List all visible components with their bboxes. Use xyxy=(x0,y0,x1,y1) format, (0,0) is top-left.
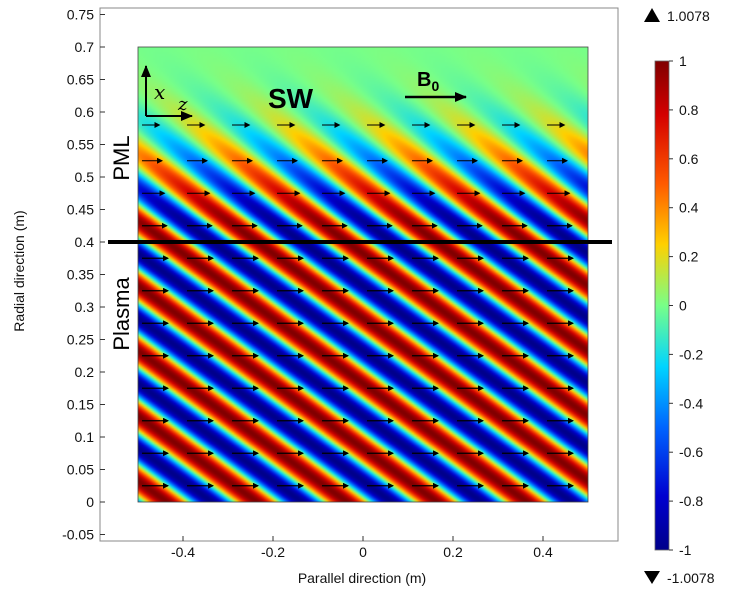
colorbar-tick-label: 0.8 xyxy=(679,102,699,118)
x-tick-label: -0.2 xyxy=(261,544,285,560)
y-tick-label: 0.7 xyxy=(75,39,95,55)
domain-border xyxy=(137,46,589,503)
region-label-plasma: Plasma xyxy=(109,277,134,351)
colorbar-min-label: -1.0078 xyxy=(667,570,715,586)
y-tick-label: 0.55 xyxy=(67,137,94,153)
x-tick-label: 0.2 xyxy=(443,544,463,560)
x-tick-label: -0.4 xyxy=(171,544,195,560)
triangle-down-icon xyxy=(644,571,660,584)
y-tick-label: -0.05 xyxy=(62,527,94,543)
colorbar-ticks: 1 0.8 0.6 0.4 0.2 0 -0.2 -0.4 -0.6 -0.8 -1 xyxy=(669,53,703,558)
axis-x-symbol: x xyxy=(154,80,165,104)
y-tick-label: 0.45 xyxy=(67,202,94,218)
colorbar: 10.80.60.40.20-0.2-0.4-0.6-0.8-1 1.0078 … xyxy=(644,8,715,586)
colorbar-tick-label: 0.6 xyxy=(679,151,699,167)
y-tick-label: 0.65 xyxy=(67,72,94,88)
y-tick-label: 0.6 xyxy=(75,104,95,120)
x-tick-label: 0 xyxy=(359,544,367,560)
y-axis-label: Radial direction (m) xyxy=(11,210,27,331)
wave-label: SW xyxy=(268,83,314,114)
colorbar-max-marker: 1.0078 xyxy=(644,8,710,24)
colorbar-tick-label: 0 xyxy=(679,298,687,314)
y-tick-label: 0.15 xyxy=(67,397,94,413)
y-tick-label: 0.25 xyxy=(67,332,94,348)
y-tick-label: 0.4 xyxy=(75,234,95,250)
y-tick-label: 0.5 xyxy=(75,169,95,185)
wave-field-heatmap xyxy=(138,47,588,502)
region-label-pml: PML xyxy=(109,135,134,180)
x-axis-ticks: -0.4 -0.2 0 0.2 0.4 xyxy=(171,536,553,560)
y-tick-label: 0.1 xyxy=(75,429,95,445)
colorbar-tick-label: 0.2 xyxy=(679,249,699,265)
triangle-up-icon xyxy=(644,8,660,22)
field-subscript: 0 xyxy=(431,78,439,94)
y-tick-label: 0.35 xyxy=(67,267,94,283)
x-tick-label: 0.4 xyxy=(533,544,553,560)
y-tick-label: 0.2 xyxy=(75,364,95,380)
colorbar-tick-label: 0.4 xyxy=(679,200,699,216)
colorbar-tick-label: -0.8 xyxy=(679,493,703,509)
y-tick-label: 0.3 xyxy=(75,299,95,315)
y-tick-label: 0.05 xyxy=(67,462,94,478)
colorbar-tick-label: -0.4 xyxy=(679,395,703,411)
y-tick-label: 0.75 xyxy=(67,7,94,23)
coordinate-axes-icon: x z xyxy=(141,65,193,121)
y-axis-ticks: -0.05 0 0.05 0.1 0.15 0.2 0.25 0.3 0.35 0.4 0.45 0.… xyxy=(62,7,105,543)
colorbar-gradient xyxy=(654,60,670,551)
magnetic-field-indicator: B0 xyxy=(405,69,467,102)
colorbar-tick-label: -0.2 xyxy=(679,346,703,362)
x-axis-label: Parallel direction (m) xyxy=(298,570,426,586)
colorbar-tick-label: -0.6 xyxy=(679,444,703,460)
y-tick-label: 0 xyxy=(86,494,94,510)
colorbar-tick-label: -1 xyxy=(679,542,692,558)
axis-z-symbol: z xyxy=(177,94,188,115)
field-label: B xyxy=(417,69,431,91)
colorbar-max-label: 1.0078 xyxy=(667,8,710,24)
field-vector-arrows xyxy=(142,122,574,489)
colorbar-tick-label: 1 xyxy=(679,53,687,69)
colorbar-min-marker: -1.0078 xyxy=(644,570,715,586)
svg-text:B0: B0 xyxy=(417,69,439,94)
